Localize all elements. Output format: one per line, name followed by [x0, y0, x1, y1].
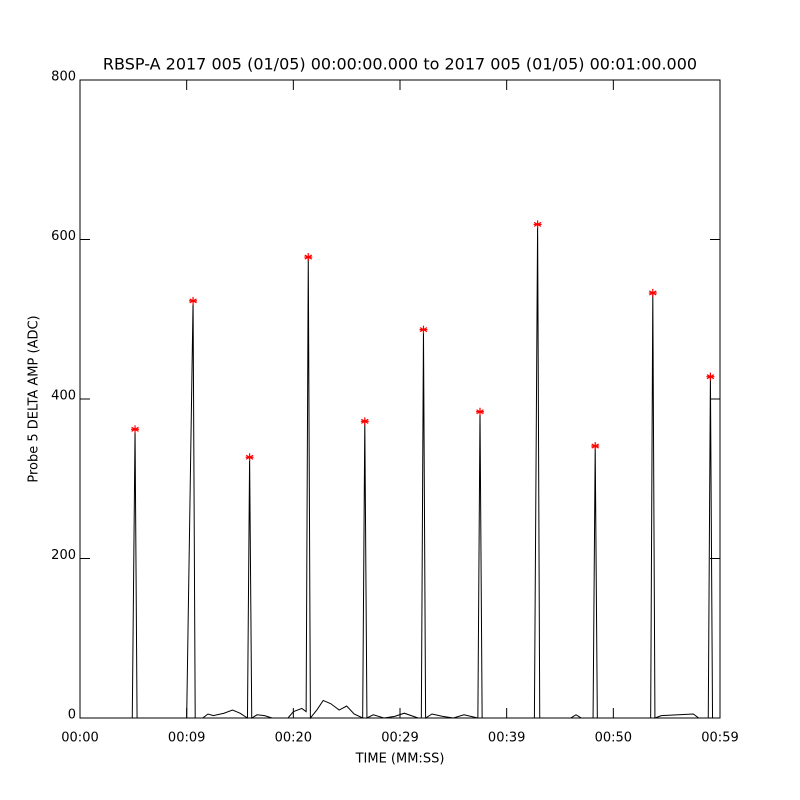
- y-tick-label: 400: [51, 389, 76, 404]
- plot-frame: [79, 79, 721, 719]
- x-axis-label: TIME (MM:SS): [355, 752, 445, 767]
- x-tick-label: 00:39: [488, 731, 525, 746]
- x-tick-label: 00:29: [381, 731, 418, 746]
- y-tick-label: 200: [51, 548, 76, 563]
- y-axis-label: Probe 5 DELTA AMP (ADC): [27, 315, 42, 482]
- x-tick-label: 00:00: [61, 731, 98, 746]
- x-tick-label: 00:50: [595, 731, 632, 746]
- x-tick-label: 00:09: [168, 731, 205, 746]
- peak-marker: [706, 372, 715, 381]
- peak-marker: [648, 288, 657, 297]
- chart-title: RBSP-A 2017 005 (01/05) 00:00:00.000 to …: [103, 55, 697, 74]
- peak-marker: [533, 220, 542, 229]
- peak-marker: [476, 407, 484, 416]
- peak-marker: [591, 442, 600, 451]
- y-tick-label: 0: [68, 708, 76, 723]
- peak-marker: [245, 453, 254, 462]
- y-tick-label: 600: [51, 229, 76, 244]
- x-tick-label: 00:59: [701, 731, 738, 746]
- peak-marker: [419, 325, 428, 334]
- peak-marker: [304, 253, 313, 262]
- peak-marker: [360, 417, 369, 426]
- peak-marker: [131, 425, 140, 434]
- x-tick-label: 00:20: [275, 731, 312, 746]
- peak-marker: [189, 296, 198, 305]
- y-tick-label: 800: [51, 70, 76, 85]
- data-line: [80, 224, 720, 720]
